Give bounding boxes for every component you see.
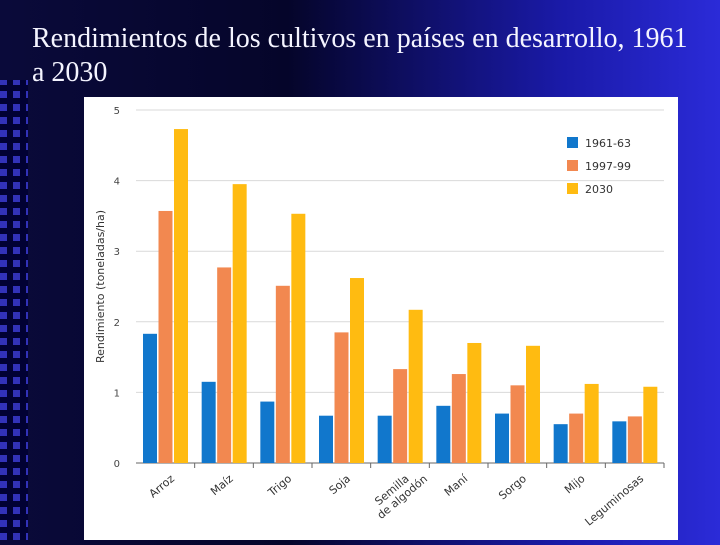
bar-1961-63-0	[143, 333, 157, 463]
y-tick-label: 5	[114, 106, 120, 117]
bar-2030-4	[408, 309, 423, 463]
legend-swatch	[567, 183, 578, 194]
bar-1961-63-6	[495, 413, 509, 463]
bar-1961-63-7	[553, 424, 568, 463]
bar-1997-99-6	[510, 385, 525, 463]
bar-1961-63-5	[436, 405, 451, 463]
bar-1997-99-8	[627, 416, 642, 463]
bar-1997-99-2	[275, 285, 290, 463]
bar-1997-99-1	[217, 267, 232, 463]
legend-label: 2030	[585, 183, 613, 196]
legend-swatch	[567, 160, 578, 171]
bar-2030-0	[174, 129, 188, 463]
x-tick-label: Soja	[327, 472, 353, 497]
bar-2030-6	[526, 345, 540, 463]
x-tick-label: Sorgo	[496, 472, 529, 503]
legend-label: 1961-63	[585, 137, 631, 150]
x-tick-label: Arroz	[147, 472, 177, 501]
y-axis-label: Rendimiento (toneladas/ha)	[94, 210, 107, 363]
bar-1997-99-7	[569, 413, 584, 463]
bar-1961-63-2	[260, 401, 275, 463]
y-tick-label: 3	[114, 247, 120, 258]
chart-panel: 0 1 2 3 4 5 Rendimiento (toneladas/ha) Arroz Maí…	[84, 97, 678, 540]
y-tick-label: 1	[114, 388, 120, 399]
bar-1997-99-4	[393, 369, 408, 463]
y-tick-label: 4	[114, 177, 120, 188]
bar-1961-63-8	[612, 421, 627, 463]
y-tick-label: 2	[114, 318, 120, 329]
x-tick-label: Maní	[442, 471, 471, 498]
bar-2030-2	[291, 213, 306, 463]
x-tick-label: Trigo	[265, 472, 295, 500]
slide-title: Rendimientos de los cultivos en países e…	[32, 23, 688, 88]
bar-1997-99-5	[451, 374, 466, 463]
decorative-squares	[0, 80, 28, 540]
bar-2030-3	[350, 278, 364, 463]
bar-1961-63-4	[377, 415, 392, 463]
bar-chart: 0 1 2 3 4 5 Rendimiento (toneladas/ha) Arroz Maí…	[94, 106, 665, 529]
bar-2030-5	[467, 342, 482, 463]
x-tick-label: Leguminosas	[582, 472, 646, 529]
bar-1997-99-3	[334, 332, 349, 463]
bar-1961-63-1	[201, 381, 216, 463]
x-tick-label: Semillade algodón	[367, 463, 430, 522]
legend-swatch	[567, 137, 578, 148]
bar-2030-8	[643, 386, 658, 463]
x-tick-label: Maíz	[208, 472, 236, 498]
legend-label: 1997-99	[585, 160, 631, 173]
bar-1997-99-0	[158, 210, 173, 463]
bar-2030-1	[232, 184, 247, 463]
bar-2030-7	[584, 383, 599, 463]
bar-1961-63-3	[319, 415, 333, 463]
y-tick-label: 0	[114, 459, 120, 470]
x-tick-label: Mijo	[562, 472, 588, 496]
